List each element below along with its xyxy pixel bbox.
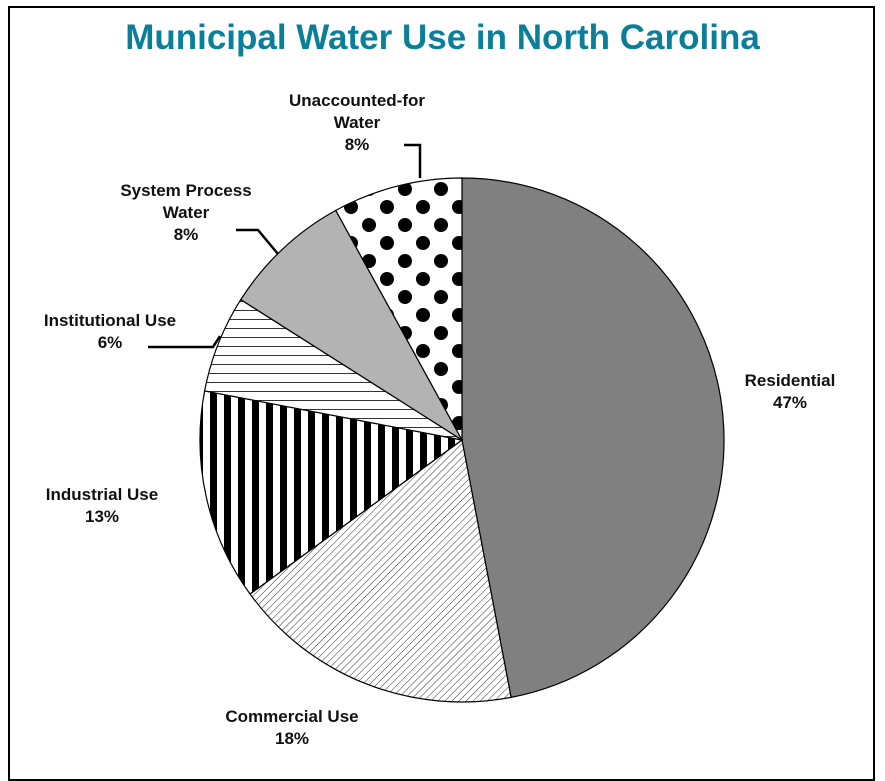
slice-label: System Process Water 8% xyxy=(120,181,251,244)
pie-slice-industrial-use xyxy=(199,390,464,595)
leader-lines xyxy=(148,143,422,349)
pie-chart: Residential 47% Commercial Use 18% Industria… xyxy=(44,91,835,748)
chart-title: Municipal Water Use in North Carolina xyxy=(125,18,760,57)
slice-label: Industrial Use 13% xyxy=(46,485,158,526)
pie-slice-unaccounted-for-water xyxy=(334,177,463,441)
leader-line xyxy=(404,143,422,178)
slice-label: Institutional Use 6% xyxy=(44,311,176,352)
pie-slice-commercial-use xyxy=(249,438,512,703)
pie-slice-system-process-water xyxy=(239,209,463,441)
pie-slices xyxy=(199,177,725,703)
pie-slice-residential xyxy=(461,177,725,699)
slice-labels: Residential 47% Commercial Use 18% Industria… xyxy=(44,91,835,748)
slice-label: Commercial Use 18% xyxy=(225,707,358,748)
leader-line xyxy=(148,335,222,349)
leader-line xyxy=(236,228,279,255)
slice-label: Unaccounted-for Water 8% xyxy=(289,91,425,154)
slice-label: Residential 47% xyxy=(745,371,836,412)
